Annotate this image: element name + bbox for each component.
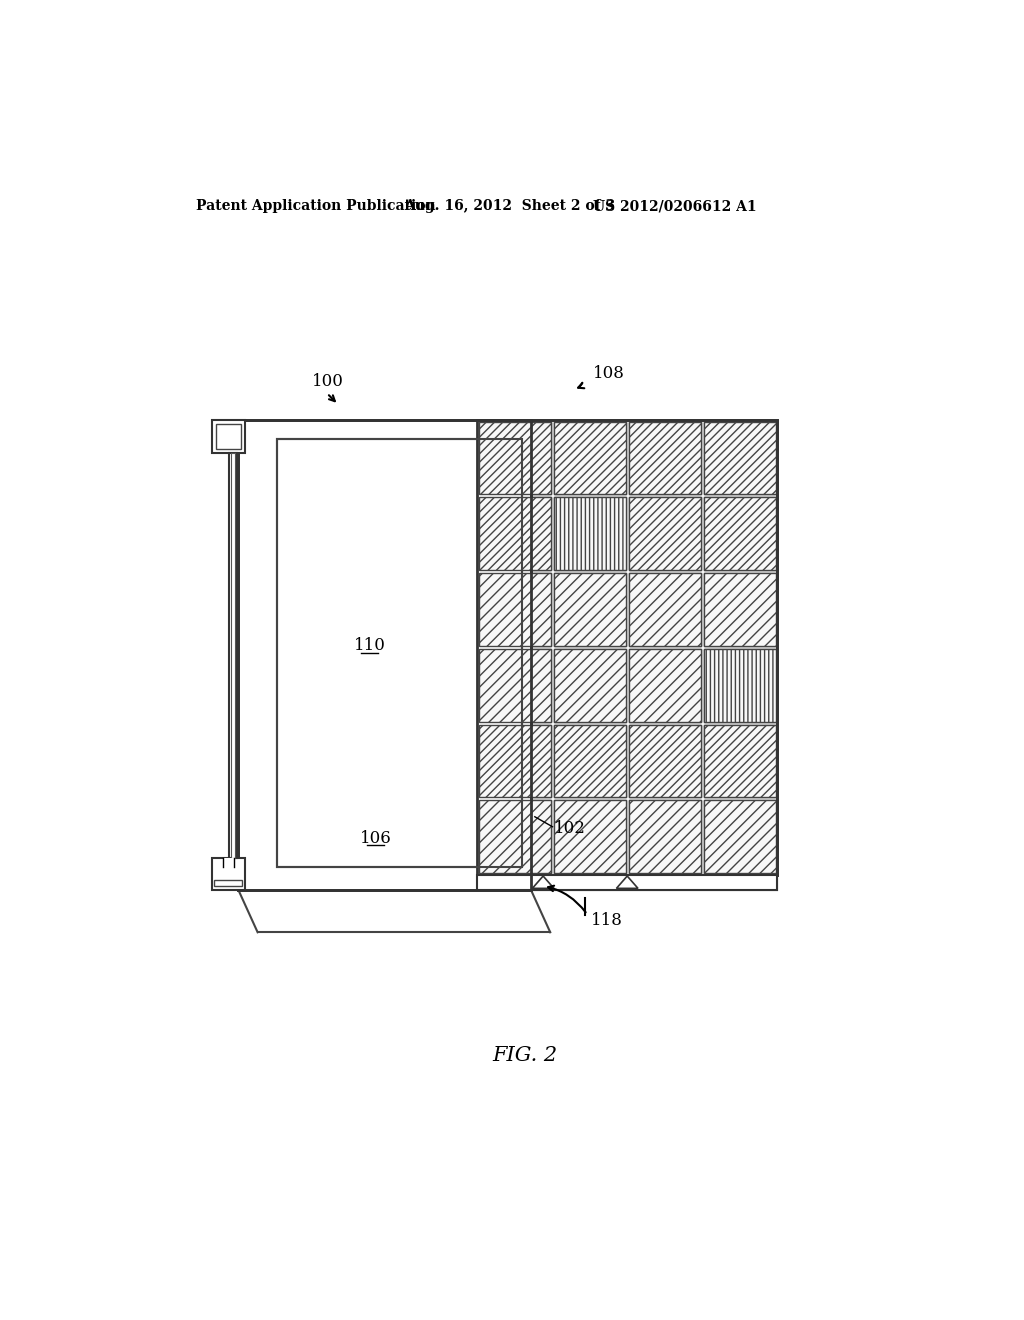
Bar <box>478 498 551 570</box>
Bar <box>703 649 776 722</box>
Bar <box>478 422 551 495</box>
Bar <box>629 800 700 873</box>
Text: FIG. 2: FIG. 2 <box>493 1045 557 1065</box>
Bar <box>554 422 626 495</box>
Bar <box>478 725 551 797</box>
Text: Patent Application Publication: Patent Application Publication <box>196 199 435 213</box>
Bar <box>478 800 551 873</box>
Bar <box>554 573 626 645</box>
Bar <box>703 725 776 797</box>
Bar <box>554 725 626 797</box>
Bar <box>703 649 776 722</box>
Bar <box>477 875 777 890</box>
Bar <box>478 649 551 722</box>
Bar <box>629 498 700 570</box>
Bar <box>703 422 776 495</box>
Bar <box>477 420 777 875</box>
Text: US 2012/0206612 A1: US 2012/0206612 A1 <box>593 199 756 213</box>
Polygon shape <box>532 876 554 888</box>
Polygon shape <box>532 876 554 888</box>
Bar <box>478 725 551 797</box>
Text: 106: 106 <box>360 830 392 846</box>
Bar <box>478 649 551 722</box>
Bar <box>554 800 626 873</box>
Bar <box>554 498 626 570</box>
Bar <box>554 422 626 495</box>
Bar <box>554 498 626 570</box>
Bar <box>216 424 241 449</box>
Bar <box>229 453 237 858</box>
Bar <box>629 573 700 645</box>
Bar <box>703 800 776 873</box>
Bar <box>703 422 776 495</box>
Bar <box>239 420 531 890</box>
Bar <box>477 875 777 890</box>
Text: 118: 118 <box>591 912 623 929</box>
Bar <box>629 573 700 645</box>
Bar <box>554 649 626 722</box>
Bar <box>554 573 626 645</box>
Bar <box>212 858 245 890</box>
Bar <box>223 858 233 867</box>
Bar <box>629 422 700 495</box>
Bar <box>629 725 700 797</box>
Bar <box>478 498 551 570</box>
Text: 102: 102 <box>554 820 586 837</box>
Bar <box>554 649 626 722</box>
Text: 100: 100 <box>311 374 343 391</box>
Bar <box>239 420 531 890</box>
Polygon shape <box>616 876 638 888</box>
Bar <box>554 725 626 797</box>
Bar <box>703 800 776 873</box>
Bar <box>703 573 776 645</box>
Bar <box>703 573 776 645</box>
Bar <box>629 800 700 873</box>
Bar <box>214 880 243 886</box>
Bar <box>477 420 777 875</box>
Bar <box>703 498 776 570</box>
Bar <box>629 725 700 797</box>
Bar <box>703 725 776 797</box>
Bar <box>478 800 551 873</box>
Text: 110: 110 <box>354 638 386 655</box>
Bar <box>554 800 626 873</box>
Bar <box>231 453 234 858</box>
Bar <box>703 498 776 570</box>
Bar <box>478 573 551 645</box>
Bar <box>478 573 551 645</box>
Bar <box>629 649 700 722</box>
Bar <box>629 422 700 495</box>
Bar <box>629 498 700 570</box>
Text: 108: 108 <box>593 366 625 383</box>
Text: Aug. 16, 2012  Sheet 2 of 3: Aug. 16, 2012 Sheet 2 of 3 <box>403 199 615 213</box>
Polygon shape <box>616 876 638 888</box>
Bar <box>276 440 521 867</box>
Bar <box>276 440 521 867</box>
Bar <box>629 649 700 722</box>
Bar <box>478 422 551 495</box>
Bar <box>212 420 245 453</box>
